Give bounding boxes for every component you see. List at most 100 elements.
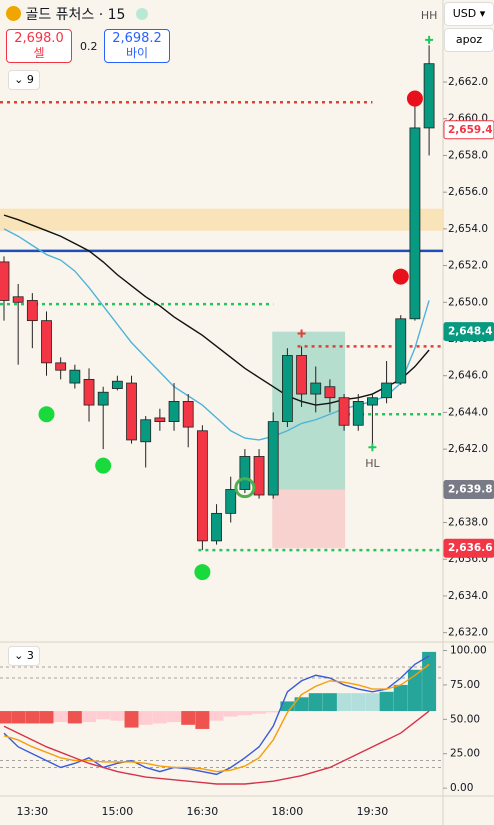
histogram-bar	[379, 691, 394, 712]
histogram-bar	[82, 711, 97, 723]
buy-label: 바이	[125, 46, 149, 60]
y-tick-label: 25.00	[450, 748, 480, 760]
sell-label: 셀	[33, 46, 45, 60]
candle-body	[154, 417, 166, 422]
symbol-bar[interactable]: 골드 퓨처스 · 15	[6, 4, 148, 24]
oscillator-line	[3, 655, 430, 776]
candle-body	[281, 355, 293, 422]
histogram-bar	[308, 693, 323, 712]
histogram-bar	[237, 711, 252, 716]
histogram-bar	[0, 711, 11, 724]
indicator-line	[3, 228, 430, 441]
price-badge-label: 2,659.4	[448, 124, 493, 136]
y-tick-label: 2,638.0	[448, 517, 488, 529]
price-badge	[443, 120, 494, 140]
plus-marker	[425, 35, 434, 44]
histogram-bar	[266, 711, 281, 713]
price-badge-label: 2,639.8	[448, 483, 493, 495]
histogram-bar	[110, 711, 125, 721]
buy-button[interactable]: 2,698.2 바이	[104, 29, 170, 63]
indicator-line	[3, 214, 430, 406]
axes: 2,632.02,634.02,636.02,638.02,640.02,642…	[16, 76, 494, 818]
main-pane: HH HL	[0, 9, 443, 581]
spread: 0.2	[80, 40, 98, 53]
y-tick-label: 2,656.0	[448, 186, 488, 198]
price-badge	[443, 322, 494, 342]
histogram-bar	[422, 651, 437, 712]
y-tick-label: 2,632.0	[448, 627, 488, 639]
candle-body	[267, 421, 279, 496]
histogram-bar	[393, 684, 408, 712]
position-loss	[272, 489, 346, 549]
account-select[interactable]: apoz	[444, 28, 494, 52]
plus-marker	[368, 443, 377, 452]
x-tick-label: 19:30	[357, 805, 389, 818]
histogram-bar	[252, 711, 267, 714]
buy-price: 2,698.2	[112, 31, 162, 46]
market-status	[135, 8, 148, 20]
y-tick-label: 0.00	[450, 782, 473, 794]
sell-button[interactable]: 2,698.0 셀	[6, 29, 72, 63]
y-tick-label: 100.00	[450, 645, 487, 657]
histogram-bar	[365, 693, 380, 712]
candle-body	[338, 397, 350, 426]
candle-body	[352, 400, 364, 426]
candle-body	[140, 419, 152, 443]
plus-marker	[297, 329, 306, 338]
candle-body	[367, 397, 378, 406]
candle-body	[225, 489, 237, 514]
main-indicator-count: 9	[26, 73, 34, 86]
histogram-bar	[337, 693, 352, 712]
candle-body	[168, 400, 180, 422]
signal-dot	[406, 90, 423, 107]
price-badge-label: 2,648.4	[448, 326, 493, 338]
candle-body	[324, 386, 336, 399]
candle-body	[26, 300, 38, 322]
symbol-title: 골드 퓨처스 · 15	[25, 7, 126, 23]
candle-body	[211, 512, 222, 542]
histogram-bar	[209, 711, 224, 721]
oscillator-pane	[0, 651, 443, 785]
candle-body	[0, 261, 10, 301]
sub-indicators-toggle[interactable]: ⌄ 3	[8, 646, 40, 666]
histogram-bar	[223, 711, 238, 717]
histogram-bar	[294, 697, 309, 712]
price-badge	[443, 538, 494, 558]
sub-indicator-count: 3	[26, 649, 34, 662]
candle-body	[111, 380, 123, 389]
candle-body	[239, 456, 251, 490]
oscillator-line	[3, 710, 430, 785]
candle-body	[409, 127, 421, 320]
y-tick-label: 50.00	[450, 713, 480, 725]
y-tick-label: 2,634.0	[448, 590, 488, 602]
histogram-bar	[138, 711, 153, 725]
x-tick-label: 16:30	[187, 805, 219, 818]
y-tick-label: 2,644.0	[448, 406, 488, 418]
symbol-logo	[6, 6, 21, 21]
signal-ring	[234, 477, 256, 499]
price-badge-label: 2,636.6	[448, 542, 493, 554]
candle-body	[395, 318, 407, 384]
histogram-bar	[25, 711, 40, 724]
candle-body	[41, 320, 52, 364]
histogram-bar	[407, 669, 422, 712]
histogram-bar	[280, 701, 295, 712]
main-indicators-toggle[interactable]: ⌄ 9	[8, 70, 40, 90]
histogram-bar	[11, 711, 26, 724]
y-tick-label: 2,658.0	[448, 149, 488, 161]
pivot-label: HL	[365, 457, 380, 470]
candle-body	[97, 391, 109, 406]
x-tick-label: 15:00	[102, 805, 134, 818]
price-badge	[443, 479, 494, 499]
histogram-bar	[67, 711, 82, 724]
signal-dot	[38, 406, 55, 423]
pivot-label: HH	[421, 9, 438, 22]
candle-body	[182, 400, 194, 428]
histogram-bar	[181, 711, 196, 725]
y-tick-label: 2,654.0	[448, 223, 488, 235]
currency-select[interactable]: USD ▾	[444, 2, 494, 26]
histogram-bar	[39, 711, 54, 724]
signal-dot	[194, 564, 211, 581]
